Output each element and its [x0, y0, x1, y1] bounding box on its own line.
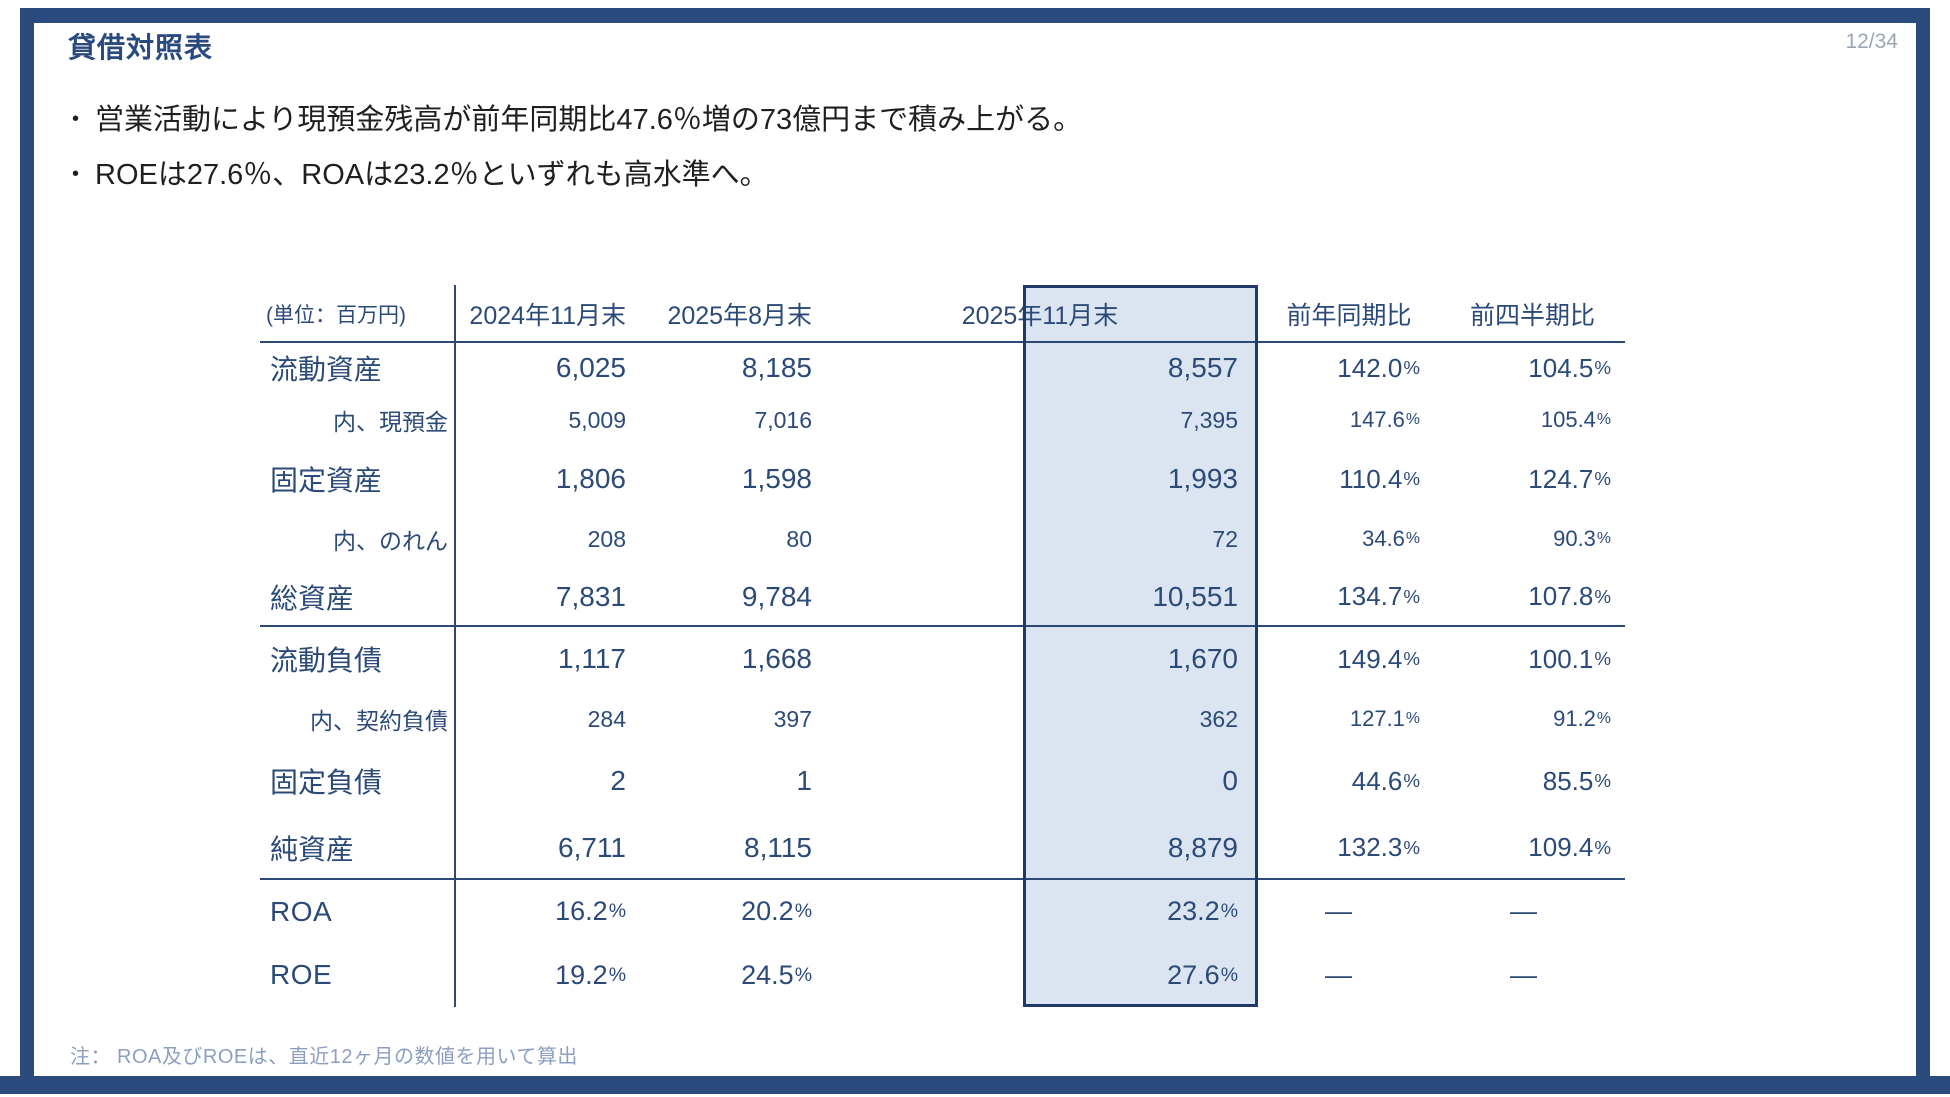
cell-value: 104.5% — [1528, 352, 1611, 383]
cell-value: 9,784 — [741, 580, 812, 612]
cell-value: 132.3% — [1337, 832, 1420, 862]
highlight-column-fill — [1023, 285, 1258, 1007]
cell-value: 208 — [587, 525, 626, 552]
cell-value: 1 — [796, 765, 812, 796]
frame-bottom-border — [0, 1076, 1950, 1094]
cell-value: 19.2% — [555, 959, 626, 990]
cell-value: 8,185 — [741, 352, 812, 383]
cell-value: 16.2% — [555, 896, 626, 926]
cell-value: 142.0% — [1337, 352, 1420, 383]
cell-value: 7,395 — [1180, 406, 1238, 433]
cell-value: 1,670 — [1167, 643, 1238, 674]
cell-value: 24.5% — [741, 959, 812, 990]
row-label: 総資産 — [270, 582, 355, 614]
cell-value: 80 — [786, 525, 812, 552]
table-grid: (単位：百万円) 2024年11月末 2025年8月末 2025年11月末 前年… — [260, 285, 1625, 1007]
column-header: 前四半期比 — [1469, 301, 1595, 330]
header-underline — [260, 341, 1625, 343]
row-label: 内、現預金 — [333, 409, 448, 435]
cell-value: 6,025 — [555, 352, 626, 383]
cell-value: — — [1510, 959, 1537, 990]
bullet-item: • 営業活動により現預金残高が前年同期比47.6％増の73億円まで積み上がる。 — [72, 96, 1082, 138]
cell-value: 8,115 — [744, 831, 812, 863]
cell-value: 27.6% — [1167, 959, 1238, 990]
column-header-highlighted: 2025年11月末 — [961, 301, 1119, 330]
cell-value: 5,009 — [568, 406, 626, 433]
cell-value: 109.4% — [1528, 832, 1611, 862]
cell-value: — — [1325, 959, 1352, 990]
cell-value: 1,117 — [558, 643, 626, 674]
footnote: 注： ROA及びROEは、直近12ヶ月の数値を用いて算出 — [70, 1046, 578, 1068]
row-label: 内、のれん — [333, 528, 448, 554]
frame-left-border — [20, 8, 34, 1086]
cell-value: — — [1325, 896, 1352, 926]
frame-top-border — [20, 8, 1930, 23]
cell-value: 1,668 — [741, 643, 812, 674]
cell-value: 34.6% — [1362, 526, 1420, 551]
bullet-text: 営業活動により現預金残高が前年同期比47.6％増の73億円まで積み上がる。 — [95, 104, 1083, 136]
cell-value: — — [1510, 896, 1537, 926]
column-header: 前年同期比 — [1286, 301, 1412, 330]
cell-value: 8,879 — [1167, 831, 1238, 863]
equity-section-line — [260, 878, 1625, 880]
row-label: ROE — [270, 959, 333, 990]
column-header: 2025年8月末 — [667, 301, 812, 330]
cell-value: 147.6% — [1349, 407, 1420, 432]
cell-value: 124.7% — [1528, 463, 1611, 494]
balance-sheet-table: (単位：百万円) 2024年11月末 2025年8月末 2025年11月末 前年… — [260, 285, 1625, 1007]
bullet-list: • 営業活動により現預金残高が前年同期比47.6％増の73億円まで積み上がる。 … — [72, 96, 1082, 206]
cell-value: 90.3% — [1553, 526, 1611, 551]
page-title: 貸借対照表 — [68, 32, 214, 63]
cell-value: 85.5% — [1542, 765, 1611, 796]
cell-value: 44.6% — [1351, 765, 1420, 796]
row-label: 固定資産 — [270, 465, 383, 496]
cell-value: 91.2% — [1553, 706, 1611, 731]
bullet-text: ROEは27.6％、ROAは23.2％といずれも高水準へ。 — [95, 159, 769, 191]
column-header: 2024年11月末 — [469, 301, 626, 330]
cell-value: 23.2% — [1167, 896, 1238, 926]
cell-value: 127.1% — [1349, 706, 1420, 731]
cell-value: 7,016 — [754, 406, 812, 433]
row-label: 流動資産 — [270, 354, 383, 385]
cell-value: 2 — [610, 765, 626, 796]
cell-value: 1,598 — [741, 463, 812, 494]
cell-value: 1,993 — [1167, 463, 1238, 494]
cell-value: 20.2% — [741, 896, 812, 926]
cell-value: 72 — [1212, 525, 1238, 552]
cell-value: 0 — [1222, 765, 1238, 796]
cell-value: 134.7% — [1337, 581, 1420, 611]
bullet-item: • ROEは27.6％、ROAは23.2％といずれも高水準へ。 — [72, 151, 1082, 193]
row-label: 内、契約負債 — [310, 708, 448, 734]
row-label: ROA — [270, 895, 333, 927]
cell-value: 8,557 — [1167, 352, 1238, 383]
frame-right-border — [1916, 8, 1930, 1086]
cell-value: 10,551 — [1152, 580, 1238, 612]
cell-value: 105.4% — [1540, 407, 1611, 432]
label-divider-line — [454, 285, 456, 1007]
cell-value: 397 — [773, 705, 812, 732]
cell-value: 7,831 — [555, 580, 626, 612]
cell-value: 362 — [1199, 705, 1238, 732]
cell-value: 100.1% — [1528, 643, 1611, 674]
unit-label: (単位：百万円) — [266, 303, 406, 327]
row-label: 純資産 — [270, 833, 355, 865]
cell-value: 1,806 — [555, 463, 626, 494]
cell-value: 284 — [587, 705, 626, 732]
bullet-marker: • — [72, 108, 80, 130]
assets-section-line — [260, 625, 1625, 627]
page-number: 12/34 — [1845, 30, 1898, 53]
row-label: 流動負債 — [270, 645, 383, 676]
cell-value: 107.8% — [1528, 581, 1611, 611]
bullet-marker: • — [72, 163, 80, 185]
row-label: 固定負債 — [270, 767, 383, 798]
cell-value: 6,711 — [558, 831, 626, 863]
cell-value: 149.4% — [1337, 643, 1420, 674]
cell-value: 110.4% — [1339, 463, 1420, 494]
